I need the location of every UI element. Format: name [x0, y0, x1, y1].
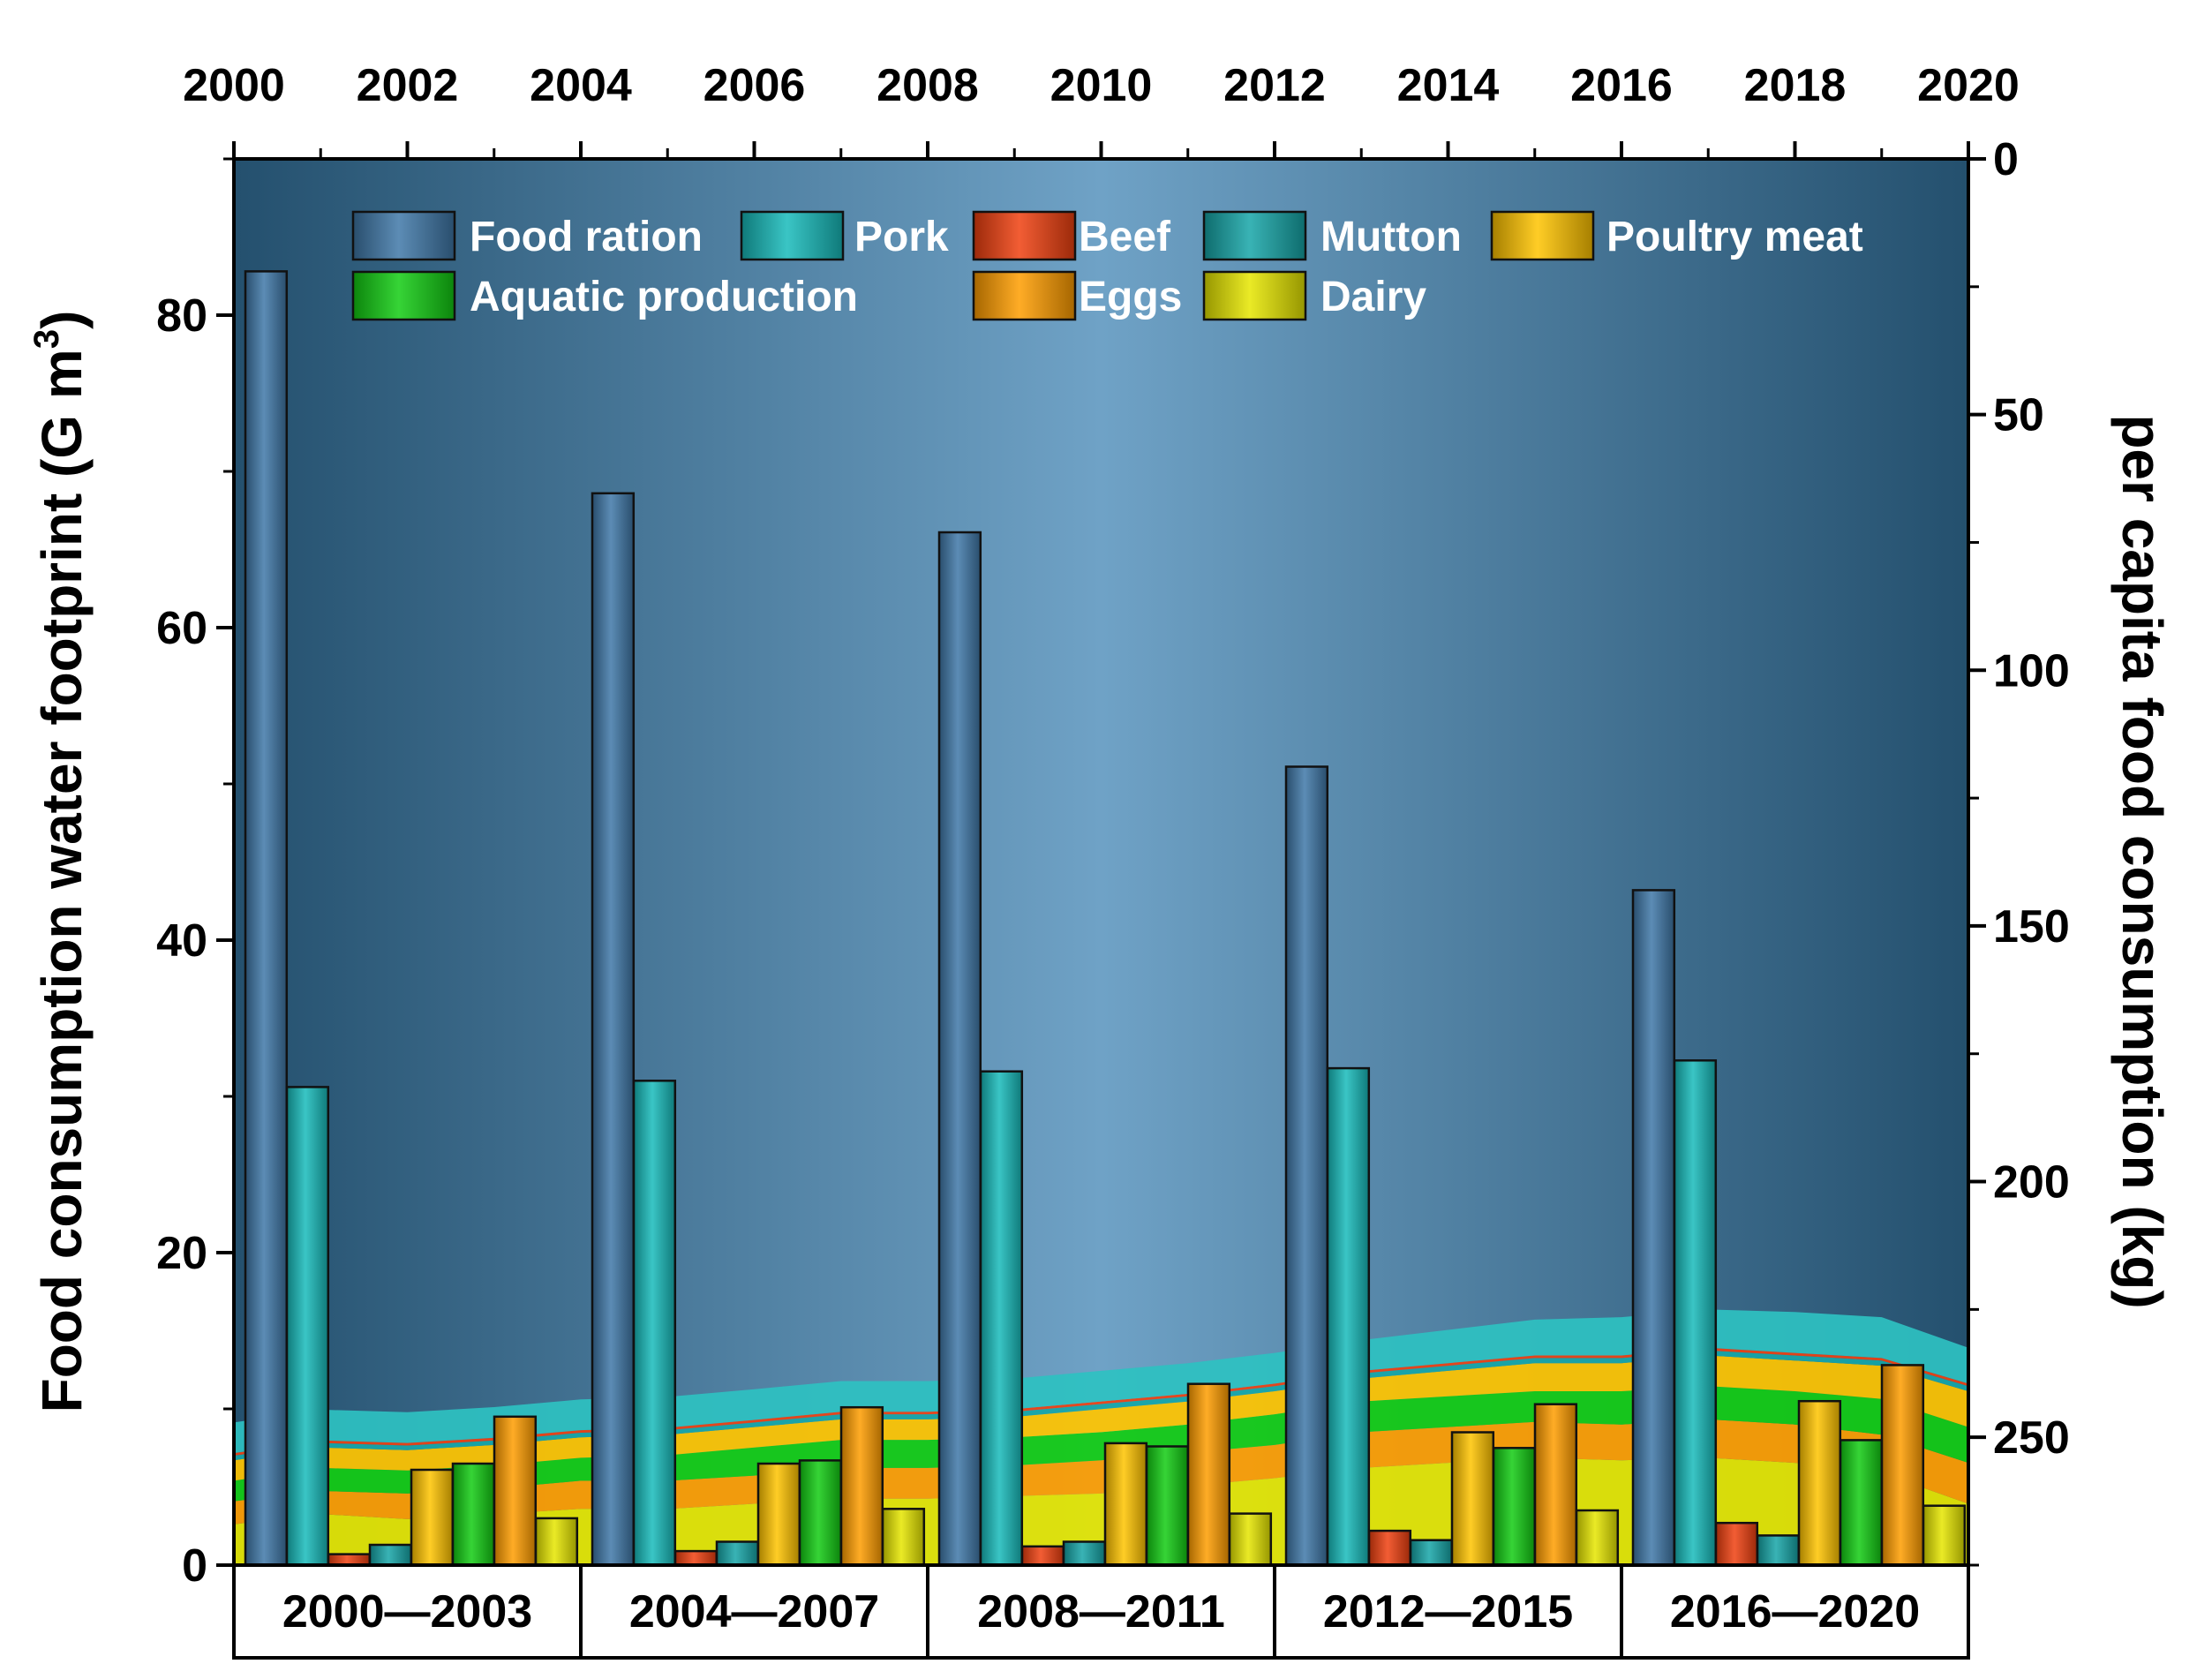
- bar-dairy: [1575, 1509, 1620, 1567]
- bar-aquatic-production: [451, 1462, 496, 1567]
- y2-tick-label: 100: [1993, 645, 2070, 696]
- bar-pork: [632, 1080, 677, 1567]
- x-top-tick-label: 2008: [877, 60, 979, 111]
- x-top-tick-label: 2016: [1570, 60, 1673, 111]
- period-box: [1620, 1563, 1970, 1660]
- legend-swatch-eggs: [972, 270, 1077, 321]
- period-label: 2016—2020: [1670, 1586, 1920, 1638]
- x-top-tick-label: 2002: [357, 60, 459, 111]
- bar-eggs: [1186, 1382, 1231, 1567]
- bar-poultry-meat: [410, 1468, 455, 1567]
- x-top-tick-label: 2012: [1223, 60, 1326, 111]
- y2-tick-label: 0: [1993, 134, 2019, 185]
- legend-swatch-pork: [740, 210, 845, 261]
- legend-label-aquatic-production: Aquatic production: [470, 274, 858, 320]
- legend-swatch-dairy: [1202, 270, 1307, 321]
- x-top-tick-label: 2004: [530, 60, 632, 111]
- y-tick-label: 80: [156, 290, 207, 342]
- bar-eggs: [1533, 1403, 1578, 1567]
- period-box: [579, 1563, 929, 1660]
- y2-tick-label: 250: [1993, 1412, 2070, 1464]
- legend-label-mutton: Mutton: [1320, 214, 1462, 260]
- bar-mutton: [1062, 1540, 1107, 1567]
- bar-dairy: [1228, 1512, 1273, 1567]
- x-top-tick-label: 2000: [183, 60, 285, 111]
- y2-tick-label: 50: [1993, 390, 2044, 441]
- legend: Food ration Pork Beef Mutton Poultry meat Aqu…: [351, 210, 1863, 321]
- period-label: 2008—2011: [977, 1586, 1225, 1638]
- bar-dairy: [1922, 1504, 1967, 1567]
- bar-mutton: [1409, 1539, 1454, 1567]
- bar-pork: [979, 1070, 1024, 1567]
- period-box: [232, 1563, 583, 1660]
- y-tick-label: 0: [182, 1540, 207, 1592]
- bar-poultry-meat: [1103, 1442, 1148, 1567]
- bar-mutton: [715, 1540, 760, 1567]
- bar-aquatic-production: [798, 1459, 843, 1567]
- legend-label-food-ration: Food ration: [470, 214, 703, 260]
- legend-label-dairy: Dairy: [1320, 274, 1426, 320]
- period-box: [926, 1563, 1276, 1660]
- bar-aquatic-production: [1492, 1447, 1537, 1567]
- bar-beef: [1020, 1545, 1065, 1567]
- y-tick-label: 40: [156, 915, 207, 967]
- bar-eggs: [493, 1415, 538, 1567]
- bar-eggs: [1880, 1364, 1925, 1567]
- y-axis-title: Food consumption water footprint (G m3): [27, 311, 94, 1413]
- x-top-tick-label: 2014: [1397, 60, 1500, 111]
- bar-food-ration: [591, 492, 636, 1567]
- y-tick-label: 20: [156, 1228, 207, 1279]
- bar-food-ration: [1284, 765, 1329, 1567]
- bar-food-ration: [937, 531, 982, 1567]
- bar-dairy: [534, 1517, 579, 1567]
- bar-food-ration: [244, 270, 289, 1567]
- bar-eggs: [839, 1405, 884, 1567]
- y2-tick-label: 200: [1993, 1157, 2070, 1208]
- bar-pork: [285, 1086, 330, 1567]
- bar-aquatic-production: [1839, 1439, 1884, 1567]
- legend-swatch-mutton: [1202, 210, 1307, 261]
- legend-label-pork: Pork: [854, 214, 949, 260]
- legend-label-eggs: Eggs: [1079, 274, 1182, 320]
- axes: 0 20 40 60 80 0 50 100 150 200 250 2000 2002 2004 2006…: [156, 60, 2070, 1660]
- legend-swatch-aquatic-production: [351, 270, 456, 321]
- bar-mutton: [368, 1543, 413, 1567]
- bar-aquatic-production: [1145, 1445, 1190, 1567]
- bar-mutton: [1756, 1534, 1801, 1567]
- legend-swatch-beef: [972, 210, 1077, 261]
- legend-swatch-food-ration: [351, 210, 456, 261]
- period-label: 2000—2003: [282, 1586, 532, 1638]
- bar-poultry-meat: [756, 1462, 801, 1567]
- x-top-tick-label: 2020: [1917, 60, 2020, 111]
- bar-dairy: [881, 1508, 926, 1567]
- y2-tick-label: 150: [1993, 901, 2070, 952]
- x-top-tick-label: 2018: [1744, 60, 1847, 111]
- legend-label-poultry-meat: Poultry meat: [1606, 214, 1863, 260]
- bar-poultry-meat: [1450, 1431, 1495, 1567]
- legend-swatch-poultry-meat: [1490, 210, 1595, 261]
- bar-food-ration: [1631, 889, 1676, 1567]
- bar-poultry-meat: [1797, 1399, 1842, 1567]
- period-label: 2004—2007: [629, 1586, 879, 1638]
- y2-axis-title: per capita food consumption (kg): [2110, 414, 2174, 1308]
- x-top-tick-label: 2006: [703, 60, 806, 111]
- bar-pork: [1673, 1059, 1718, 1567]
- legend-label-beef: Beef: [1079, 214, 1171, 260]
- x-top-tick-label: 2010: [1050, 60, 1153, 111]
- bar-beef: [1367, 1529, 1412, 1567]
- bar-beef: [1714, 1521, 1759, 1567]
- bar-pork: [1326, 1066, 1371, 1567]
- period-box: [1273, 1563, 1623, 1660]
- bar-beef: [673, 1549, 719, 1567]
- bar-layer: [244, 270, 1967, 1567]
- y-tick-label: 60: [156, 603, 207, 654]
- period-label: 2012—2015: [1323, 1586, 1573, 1638]
- y-axis-title-text: Food consumption water footprint (G m3): [27, 311, 94, 1413]
